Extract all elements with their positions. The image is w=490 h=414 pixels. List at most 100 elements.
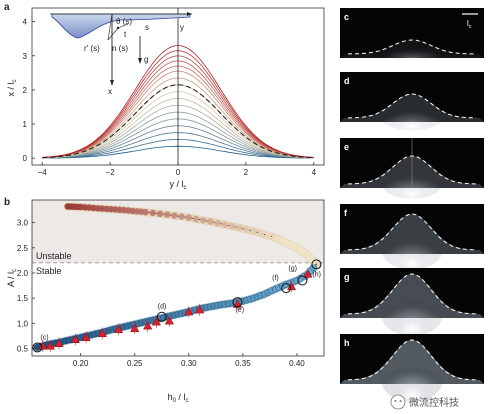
unstable-point [243,226,250,233]
y-tick-label: 0.5 [17,344,29,353]
x-tick-label: 4 [312,168,317,177]
branch-data: (c) (d) (e) (f) (g) (h) [32,202,322,353]
inset-t-label: t [124,30,127,39]
geometry-inset: y x θ (s) s t r' (s) n (s) g [50,12,192,96]
inset-drop-shape [51,13,191,39]
y-tick-label: 2.5 [17,244,29,253]
watermark-text: 微流控科技 [409,396,459,409]
unstable-point [156,210,164,217]
highlighted-state-circle [281,283,292,294]
photo-panel-h: h [340,334,484,402]
x-tick-label: 0.20 [73,359,89,368]
y-tick-label: 3 [23,52,28,61]
critical-profile-dashed [42,84,314,159]
photo-label: h [344,338,350,348]
panel-label-a: a [4,2,10,13]
x-tick-label: 0.35 [235,359,251,368]
photo-panel-c: c lc [340,8,484,61]
panel-a-ticks: −4 −2 0 2 4 0 1 2 3 4 [23,18,317,177]
panel-a-plot: −4 −2 0 2 4 0 1 2 3 4 y / lc x / lc y x θ (s) s t… [6,7,325,191]
unstable-point [264,232,272,239]
unstable-point [185,214,192,221]
unstable-point [250,228,257,235]
photo-panel-d: d [340,72,484,131]
panel-b-ticks: 0.20 0.25 0.30 0.35 0.40 0.5 1.0 1.5 2.0 2.5 3.0 [17,219,305,368]
inset-x-arrow-icon [110,80,114,86]
state-label: (c) [40,334,48,341]
photo-panels: c lc d e f g h [340,8,484,402]
fit-profile-dashed [347,339,477,381]
y-tick-label: 4 [23,18,28,27]
inset-r-label: r' (s) [84,44,100,53]
wechat-eye-left-icon [394,400,397,402]
drop-glow [380,354,444,402]
drop-glow [380,288,444,336]
unstable-point [221,221,229,228]
panel-b-frame [31,199,325,357]
y-tick-label: 0 [23,154,28,163]
fit-profile-dashed [347,213,477,251]
state-label: (h) [312,271,321,278]
x-tick-label: −4 [38,168,48,177]
unstable-point [207,218,214,225]
y-tick-label: 2.0 [17,269,29,278]
x-tick-label: 0.40 [289,359,305,368]
unstable-point [192,215,200,223]
y-tick-label: 1.0 [17,319,29,328]
inset-normal-line [107,27,119,41]
wechat-eye-right-icon [399,400,402,402]
fit-profile-dashed [347,273,477,315]
panel-a-y-axis-label: x / lc [6,79,18,96]
panel-a-x-axis-label: y / lc [169,179,186,191]
photo-label: f [344,208,348,218]
inset-n-label: n (s) [112,44,128,53]
unstable-point [164,211,171,218]
inset-theta-label: θ (s) [116,17,132,26]
unstable-label: Unstable [36,251,72,261]
highlighted-state-circle [32,342,43,353]
drop-glow [380,226,444,270]
y-tick-label: 2 [23,86,28,95]
photo-panel-e: e [340,138,484,199]
fit-profile-dashed [348,39,476,55]
x-tick-label: 0 [176,168,181,177]
unstable-point [200,217,207,224]
photo-label: c [344,12,349,22]
unstable-point [214,219,221,227]
inset-s-label: s [145,23,149,32]
unstable-point [178,213,185,220]
drop-glow [380,101,444,131]
inset-g-label: g [144,55,148,64]
y-tick-label: 1 [23,120,28,129]
inset-tangent-line [117,23,129,29]
watermark: 微流控科技 [390,394,459,410]
panel-label-b: b [4,197,10,208]
x-tick-label: 0.25 [127,359,143,368]
drop-glow [380,43,444,61]
highlighted-state-circle [156,311,167,322]
inset-y-label: y [180,23,184,32]
photo-label: g [344,272,350,282]
unstable-point [257,230,265,237]
unstable-point [236,224,243,231]
highlighted-state-circle [311,259,322,270]
unstable-point [171,212,178,219]
x-tick-label: 0.30 [181,359,197,368]
scale-bar-label: lc [467,19,472,30]
highlighted-state-circle [297,275,308,286]
unstable-point [228,223,236,230]
unstable-point [142,208,149,216]
state-label: (d) [158,304,167,311]
inset-point-marker [116,26,120,30]
fit-profile-dashed [348,93,476,119]
photo-panel-f: f [340,204,484,270]
panel-b-x-axis-label: h0 / lc [168,392,189,404]
y-tick-label: 3.0 [17,219,29,228]
x-tick-label: −2 [106,168,116,177]
inset-x-label: x [108,87,112,96]
panel-b-y-axis-label: A / lc [6,269,18,287]
unstable-point [149,209,156,217]
wechat-icon [390,394,406,410]
stable-label: Stable [36,266,62,276]
